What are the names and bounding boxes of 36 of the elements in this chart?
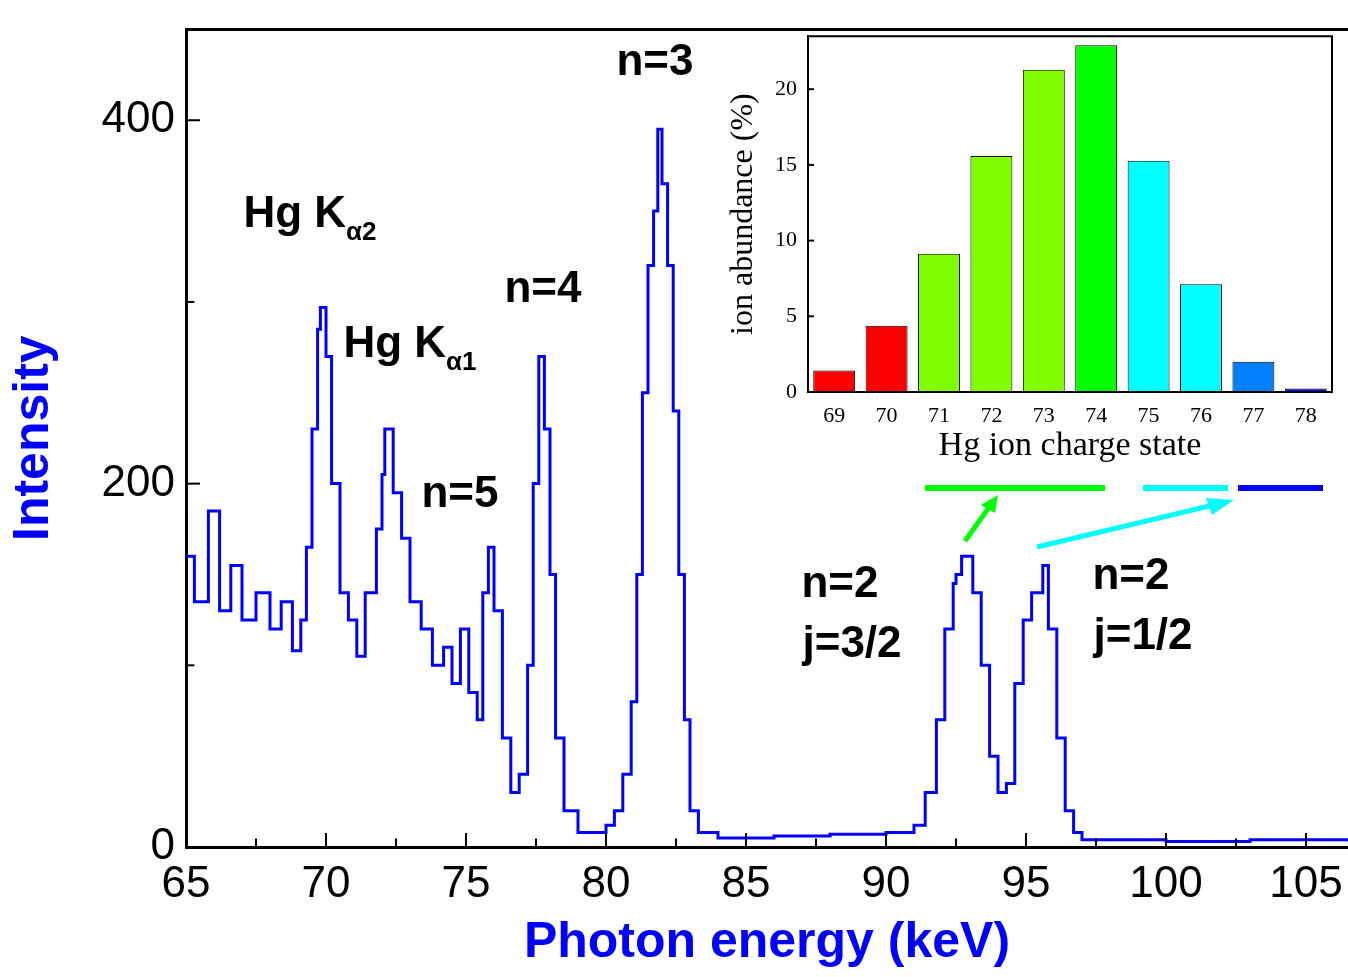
x-tick-label: 71 [928,401,950,427]
x-tick-label: 73 [1032,401,1055,427]
annotation: n=4 [504,262,583,312]
y-tick-label: 200 [101,455,175,505]
x-tick-label: 100 [1129,856,1203,906]
x-tick-label: 77 [1242,401,1265,427]
annotation: j=1/2 [1092,609,1193,659]
x-tick-label: 74 [1085,401,1108,427]
x-tick-label: 70 [875,401,898,427]
y-tick-label: 20 [775,74,797,100]
y-axis-title: Intensity [2,335,59,541]
x-tick-label: 85 [721,856,771,906]
x-tick-label: 75 [1137,401,1160,427]
x-tick-label: 90 [861,856,911,906]
y-tick-label: 15 [775,150,797,176]
x-tick-label: 80 [581,856,631,906]
x-tick-label: 70 [301,856,351,906]
annotation: n=2 [801,557,879,607]
annotation: n=2 [1092,549,1170,599]
x-tick-label: 95 [1001,856,1051,906]
x-axis-title: Photon energy (keV) [523,911,1011,968]
y-tick-label: 10 [775,226,797,252]
x-tick-label: 69 [823,401,846,427]
y-tick-label: 400 [101,92,175,142]
x-tick-label: 72 [980,401,1003,427]
y-axis-title: ion abundance (%) [722,93,759,335]
x-axis-title: Hg ion charge state [938,424,1202,462]
x-tick-label: 78 [1294,401,1317,427]
y-tick-label: 0 [786,377,797,403]
annotation: j=3/2 [801,617,902,667]
x-tick-label: 76 [1190,401,1212,427]
annotation: n=3 [616,35,694,85]
y-tick-label: 5 [786,302,797,328]
annotation: n=5 [421,467,499,517]
x-tick-label: 75 [441,856,491,906]
x-tick-label: 105 [1269,856,1343,906]
